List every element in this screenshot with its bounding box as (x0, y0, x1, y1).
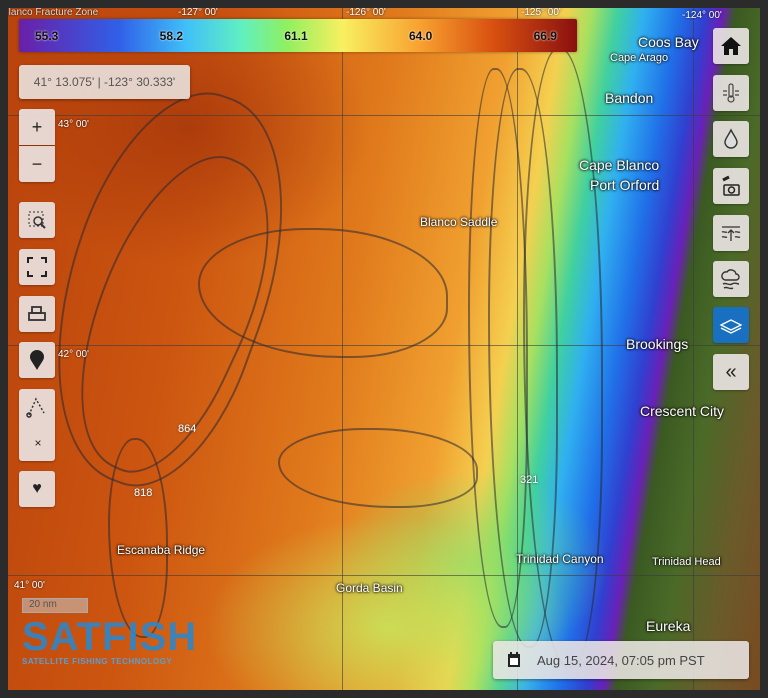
map-pin-icon (30, 350, 44, 370)
weather-layer-button[interactable] (713, 261, 749, 297)
bathymetry-contour (108, 438, 168, 638)
fullscreen-button[interactable] (19, 249, 55, 285)
depth-label: 321 (520, 474, 539, 486)
legend-tick: 66.9 (533, 28, 557, 43)
scale-bar: 20 nm (22, 598, 88, 613)
logo-wordmark: SATFISH (22, 615, 198, 659)
place-label: Coos Bay (638, 34, 699, 50)
cloud-wind-icon (721, 269, 740, 290)
bathymetry-contour (198, 228, 448, 358)
date-label: Aug 15, 2024, 07:05 pm PST (537, 652, 705, 668)
sst-map[interactable]: Blanco Fracture Zone -127° 00' -126° 00'… (8, 8, 760, 690)
zoom-in-button[interactable]: + (19, 109, 55, 145)
place-label: Trinidad Canyon (516, 552, 604, 566)
sst-layer-button[interactable] (713, 75, 749, 111)
currents-icon (721, 226, 741, 241)
collapse-toolbar-button[interactable]: « (713, 354, 749, 390)
close-icon: × (34, 436, 42, 450)
bathymetry-contour (278, 428, 478, 508)
place-label: Cape Blanco (579, 157, 660, 173)
legend-tick: 55.3 (35, 28, 59, 43)
measure-button[interactable] (19, 389, 55, 461)
grid-line (693, 8, 694, 690)
zoom-area-button[interactable] (19, 202, 55, 238)
zoom-out-button[interactable]: − (19, 146, 55, 182)
place-label: Gorda Basin (336, 581, 403, 595)
favorite-button[interactable]: ♥ (19, 471, 55, 507)
date-selector[interactable]: Aug 15, 2024, 07:05 pm PST (493, 641, 749, 679)
fullscreen-icon (27, 257, 47, 277)
print-button[interactable] (19, 296, 55, 332)
plus-icon: + (31, 116, 43, 137)
temperature-legend: 55.3 58.2 61.1 64.0 66.9 (19, 19, 577, 52)
grid-line (8, 115, 760, 116)
grid-label-lat: 41° 00' (14, 580, 45, 591)
logo-tagline: SATELLITE FISHING TECHNOLOGY (22, 657, 173, 666)
satfish-logo: SATFISH SATELLITE FISHING TECHNOLOGY (22, 617, 197, 666)
place-label: Crescent City (640, 403, 725, 419)
chlorophyll-layer-button[interactable] (713, 121, 749, 157)
place-label: Eureka (646, 618, 691, 634)
zoom-area-icon (28, 211, 46, 229)
clear-measure-button[interactable]: × (31, 436, 45, 450)
grid-label-lon: -124° 00' (682, 10, 722, 21)
home-icon (721, 37, 741, 55)
grid-label-lat: 43° 00' (58, 119, 89, 130)
legend-tick: 64.0 (408, 28, 433, 43)
place-label: Brookings (626, 336, 689, 352)
satellite-camera-icon (722, 175, 740, 196)
grid-line (8, 575, 760, 576)
place-label: Trinidad Head (652, 556, 721, 568)
grid-label-lat: 42° 00' (58, 349, 89, 360)
grid-label-lon: -125° 00' (521, 8, 561, 18)
grid-label-lon: -126° 00' (346, 8, 386, 18)
double-chevron-left-icon: « (725, 360, 737, 383)
home-button[interactable] (713, 28, 749, 64)
place-label: Blanco Saddle (420, 215, 498, 229)
calendar-icon (508, 652, 520, 667)
depth-label: 864 (178, 423, 197, 435)
print-icon (28, 306, 46, 321)
legend-tick: 58.2 (159, 28, 184, 43)
place-label: Cape Arago (610, 52, 669, 64)
heart-icon: ♥ (32, 480, 42, 497)
legend-tick: 61.1 (284, 28, 308, 43)
marker-button[interactable] (19, 342, 55, 378)
grid-label-lon: -127° 00' (178, 8, 218, 18)
currents-layer-button[interactable] (713, 215, 749, 251)
measure-route-icon (26, 397, 45, 418)
satellite-imagery-button[interactable] (713, 168, 749, 204)
thermometer-icon (723, 83, 739, 103)
water-drop-icon (724, 128, 738, 149)
bathymetry-layers-icon (719, 319, 743, 334)
bathymetry-layer-button[interactable] (713, 307, 749, 343)
depth-label: 818 (134, 487, 153, 499)
cursor-coordinates: 41° 13.075' | -123° 30.333' (19, 65, 190, 99)
grid-label: Blanco Fracture Zone (8, 8, 99, 18)
place-label: Bandon (605, 90, 654, 106)
minus-icon: − (31, 153, 43, 174)
place-label: Port Orford (590, 177, 660, 193)
place-label: Escanaba Ridge (117, 543, 206, 557)
